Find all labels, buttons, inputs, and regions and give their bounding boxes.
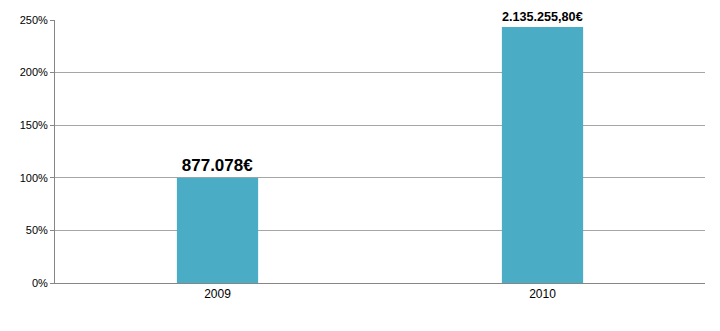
svg-text:2010: 2010: [529, 287, 556, 301]
svg-text:100%: 100%: [20, 172, 48, 184]
svg-text:50%: 50%: [26, 224, 48, 236]
svg-text:200%: 200%: [20, 66, 48, 78]
svg-text:0%: 0%: [32, 277, 48, 289]
svg-text:2009: 2009: [204, 287, 231, 301]
svg-text:877.078€: 877.078€: [182, 156, 253, 175]
svg-text:250%: 250%: [20, 14, 48, 26]
svg-text:150%: 150%: [20, 119, 48, 131]
svg-text:2.135.255,80€: 2.135.255,80€: [502, 10, 583, 24]
